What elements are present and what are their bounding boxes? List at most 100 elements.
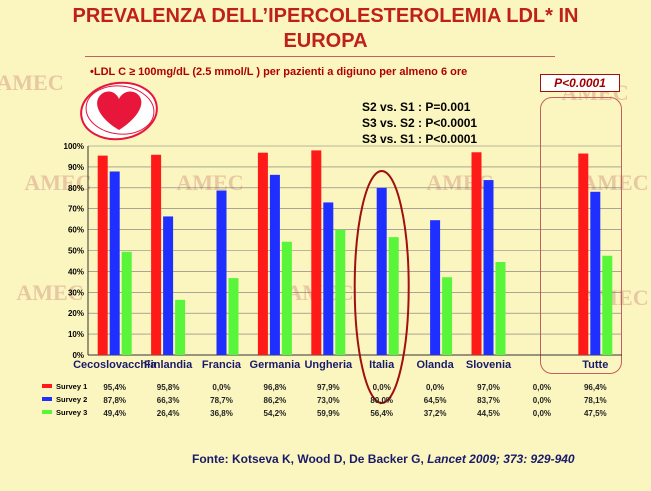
bar-survey-3 xyxy=(602,255,613,355)
data-value-label: 83,7% xyxy=(477,396,500,405)
legend-label: Survey 1 xyxy=(56,382,87,391)
comparison-s2-s1: S2 vs. S1 : P=0.001 xyxy=(362,100,471,114)
y-tick-label: 20% xyxy=(68,309,84,318)
data-value-label: 73,0% xyxy=(317,396,340,405)
source-journal: Lancet 2009; 373: 929-940 xyxy=(427,452,575,466)
bar-survey-1 xyxy=(471,152,482,355)
bar-survey-1 xyxy=(311,150,322,355)
category-label: Tutte xyxy=(582,359,608,371)
data-value-label: 78,1% xyxy=(584,396,607,405)
legend-label: Survey 2 xyxy=(56,395,87,404)
y-tick-label: 0% xyxy=(72,351,84,360)
bar-survey-1 xyxy=(257,152,268,355)
data-value-label: 49,4% xyxy=(103,409,126,418)
y-tick-label: 90% xyxy=(68,163,84,172)
category-label: Olanda xyxy=(416,359,454,371)
data-value-label: 47,5% xyxy=(584,409,607,418)
data-value-label: 54,2% xyxy=(264,409,287,418)
category-label: Slovenia xyxy=(466,359,512,371)
title-divider xyxy=(85,56,555,57)
italia-highlight-oval xyxy=(353,170,410,404)
data-value-label: 0,0% xyxy=(533,396,551,405)
watermark-text-4: AMEC xyxy=(0,70,64,95)
bar-survey-3 xyxy=(388,237,399,355)
watermark-text-1: AMEC xyxy=(176,170,243,195)
data-value-label: 64,5% xyxy=(424,396,447,405)
data-value-label: 37,2% xyxy=(424,409,447,418)
bar-survey-3 xyxy=(281,241,292,355)
y-tick-label: 10% xyxy=(68,330,84,339)
bar-survey-3 xyxy=(442,277,453,355)
legend-swatch xyxy=(42,397,52,401)
bar-survey-1 xyxy=(578,153,589,355)
bar-survey-2 xyxy=(163,216,174,355)
bar-survey-2 xyxy=(216,190,227,355)
data-value-label: 56,4% xyxy=(370,409,393,418)
y-tick-label: 80% xyxy=(68,184,84,193)
data-value-label: 36,8% xyxy=(210,409,233,418)
data-value-label: 87,8% xyxy=(103,396,126,405)
watermark-text-0: AMEC xyxy=(24,170,91,195)
bar-survey-1 xyxy=(151,154,162,355)
y-tick-label: 70% xyxy=(68,205,84,214)
data-value-label: 26,4% xyxy=(157,409,180,418)
slide-title-line-1: PREVALENZA DELL’IPERCOLESTEROLEMIA LDL* … xyxy=(72,5,579,27)
bar-survey-3 xyxy=(121,251,132,355)
watermark-text-6: AMEC xyxy=(16,280,83,305)
tutte-highlight-frame xyxy=(540,97,622,374)
data-value-label: 0,0% xyxy=(212,383,230,392)
category-label: Germania xyxy=(250,359,302,371)
bar-survey-3 xyxy=(495,261,506,355)
watermark-text-2: AMEC xyxy=(426,170,493,195)
data-value-label: 66,3% xyxy=(157,396,180,405)
data-value-label: 97,0% xyxy=(477,383,500,392)
bar-survey-2 xyxy=(430,220,441,355)
subtitle-note: •LDL C ≥ 100mg/dL (2.5 mmol/L ) per pazi… xyxy=(90,66,468,78)
data-value-label: 96,4% xyxy=(584,383,607,392)
data-value-label: 96,8% xyxy=(264,383,287,392)
bar-survey-3 xyxy=(335,229,346,355)
category-label: Finlandia xyxy=(144,359,193,371)
data-value-label: 59,9% xyxy=(317,409,340,418)
data-value-label: 86,2% xyxy=(264,396,287,405)
legend-swatch xyxy=(42,410,52,414)
bar-survey-2 xyxy=(323,202,334,355)
slide-title-line-2: EUROPA xyxy=(283,30,368,52)
data-value-label: 0,0% xyxy=(373,383,391,392)
category-label: Francia xyxy=(202,359,242,371)
bar-survey-3 xyxy=(175,299,186,355)
y-tick-label: 100% xyxy=(64,142,84,151)
comparison-s3-s1: S3 vs. S1 : P<0.0001 xyxy=(362,132,478,146)
bar-survey-2 xyxy=(590,191,601,355)
legend-label: Survey 3 xyxy=(56,408,87,417)
y-tick-label: 60% xyxy=(68,226,84,235)
y-tick-label: 40% xyxy=(68,267,84,276)
bar-survey-2 xyxy=(269,174,280,355)
category-label: Italia xyxy=(369,359,395,371)
data-value-label: 0,0% xyxy=(533,383,551,392)
source-authors: Fonte: Kotseva K, Wood D, De Backer G, xyxy=(192,452,428,466)
data-value-label: 44,5% xyxy=(477,409,500,418)
category-label: Cecoslovacchia xyxy=(73,359,157,371)
bar-survey-1 xyxy=(97,155,108,355)
comparison-s3-s2: S3 vs. S2 : P<0.0001 xyxy=(362,116,478,130)
legend-swatch xyxy=(42,384,52,388)
slide-title: PREVALENZA DELL’IPERCOLESTEROLEMIA LDL* … xyxy=(0,4,651,54)
bar-survey-3 xyxy=(228,278,239,355)
y-tick-label: 50% xyxy=(68,247,84,256)
y-tick-label: 30% xyxy=(68,288,84,297)
bar-survey-2 xyxy=(376,187,387,355)
bar-survey-2 xyxy=(483,180,494,355)
data-value-label: 80,0% xyxy=(370,396,393,405)
watermark-text-3: AMEC xyxy=(581,170,648,195)
data-value-label: 78,7% xyxy=(210,396,233,405)
data-value-label: 0,0% xyxy=(426,383,444,392)
bar-survey-2 xyxy=(109,171,120,355)
data-value-label: 95,4% xyxy=(103,383,126,392)
data-value-label: 95,8% xyxy=(157,383,180,392)
data-value-label: 97,9% xyxy=(317,383,340,392)
category-label: Ungheria xyxy=(304,359,353,371)
source-citation: Fonte: Kotseva K, Wood D, De Backer G, L… xyxy=(192,452,575,466)
heart-icon xyxy=(80,81,158,141)
